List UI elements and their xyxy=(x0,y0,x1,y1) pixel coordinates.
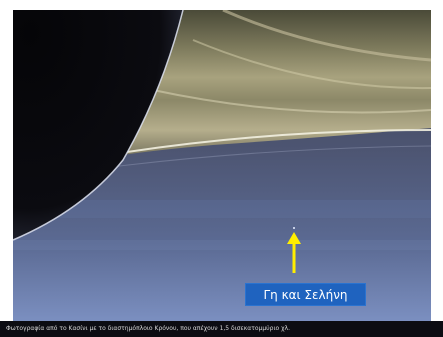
photo-caption: Φωτογραφία από το Κασίνι με το διαστημόπ… xyxy=(0,321,443,337)
photo-illustration xyxy=(13,10,431,321)
earth-dot xyxy=(293,227,295,229)
saturn-rings-photo: Γη και Σελήνη xyxy=(13,10,431,321)
saturn-planet xyxy=(13,10,183,240)
annotation-arrow-head xyxy=(287,232,301,244)
annotation-label: Γη και Σελήνη xyxy=(245,283,366,306)
planet-limb xyxy=(13,10,184,241)
